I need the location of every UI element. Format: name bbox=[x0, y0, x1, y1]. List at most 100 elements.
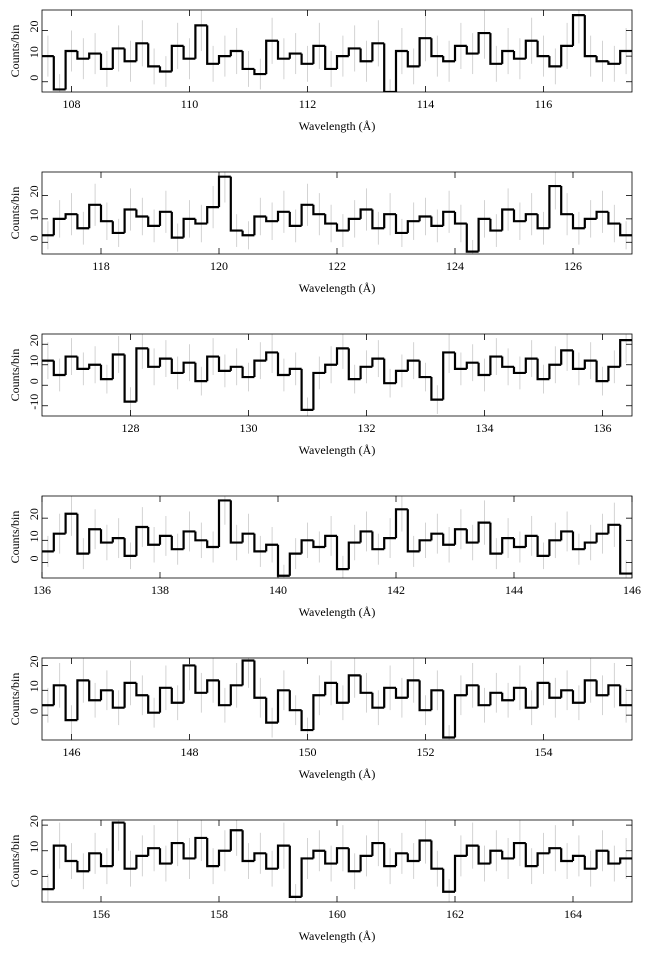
histogram-step bbox=[265, 697, 278, 724]
histogram-step bbox=[595, 532, 609, 543]
histogram-step bbox=[324, 363, 337, 373]
histogram-step bbox=[418, 215, 432, 222]
y-axis-label: Counts/bin bbox=[8, 25, 22, 78]
histogram-step bbox=[347, 47, 361, 57]
x-tick-label: 120 bbox=[210, 259, 228, 273]
y-tick-label: -10 bbox=[27, 394, 41, 410]
histogram-step bbox=[383, 686, 396, 708]
histogram-step bbox=[347, 541, 361, 570]
histogram-step bbox=[571, 854, 585, 861]
histogram-step bbox=[135, 347, 149, 402]
histogram-step bbox=[135, 525, 149, 556]
histogram-step bbox=[52, 217, 66, 236]
plot-frame bbox=[41, 9, 633, 93]
histogram-step bbox=[442, 351, 455, 400]
histogram-step bbox=[418, 360, 432, 379]
histogram-step bbox=[229, 49, 243, 57]
x-tick-label: 148 bbox=[181, 745, 199, 759]
histogram-step bbox=[347, 848, 361, 873]
histogram-step bbox=[312, 204, 326, 216]
histogram-step bbox=[99, 364, 113, 381]
histogram-step bbox=[312, 44, 326, 64]
histogram-step bbox=[619, 524, 632, 575]
histogram-step bbox=[135, 209, 149, 218]
x-axis-label: Wavelength (Å) bbox=[299, 443, 376, 457]
histogram-step bbox=[111, 221, 125, 235]
x-tick-label: 160 bbox=[328, 907, 346, 921]
y-axis-label: Counts/bin bbox=[8, 673, 22, 726]
histogram-step bbox=[359, 530, 373, 543]
histogram-step bbox=[571, 14, 585, 46]
histogram-step bbox=[335, 847, 349, 864]
x-tick-label: 126 bbox=[564, 259, 582, 273]
x-tick-label: 118 bbox=[92, 259, 110, 273]
histogram-step bbox=[512, 51, 526, 60]
histogram-step bbox=[453, 44, 467, 62]
histogram-step bbox=[359, 854, 373, 872]
x-tick-label: 110 bbox=[181, 97, 199, 111]
histogram-step bbox=[265, 39, 278, 75]
histogram-step bbox=[300, 203, 314, 226]
histogram-step bbox=[524, 687, 538, 709]
histogram-step bbox=[76, 679, 90, 721]
histogram-step bbox=[111, 690, 125, 709]
histogram-step bbox=[241, 230, 255, 237]
y-tick-label: 0 bbox=[27, 75, 41, 81]
histogram-step bbox=[64, 213, 78, 219]
histogram-step bbox=[194, 836, 208, 859]
y-tick-label: 20 bbox=[27, 21, 41, 33]
histogram-step bbox=[111, 47, 125, 69]
histogram-step bbox=[335, 55, 349, 69]
y-tick-label: 20 bbox=[27, 334, 41, 346]
histogram-step bbox=[371, 357, 385, 367]
histogram-step bbox=[453, 694, 467, 738]
histogram-step bbox=[158, 357, 172, 367]
y-tick-label: 10 bbox=[27, 530, 41, 542]
histogram-step bbox=[206, 206, 219, 224]
histogram-step bbox=[99, 529, 113, 544]
histogram-step bbox=[194, 218, 208, 225]
histogram-step bbox=[418, 680, 432, 712]
histogram-step bbox=[560, 530, 573, 541]
histogram-step bbox=[465, 45, 479, 55]
histogram-step bbox=[501, 208, 514, 231]
histogram-step bbox=[324, 214, 337, 225]
histogram-step bbox=[135, 854, 149, 869]
histogram-step bbox=[442, 56, 455, 63]
histogram-step bbox=[52, 360, 66, 377]
y-axis-label: Counts/bin bbox=[8, 511, 22, 564]
histogram-step bbox=[394, 508, 408, 539]
plot-frame bbox=[41, 333, 633, 417]
histogram-step bbox=[324, 534, 337, 547]
histogram-step bbox=[512, 366, 526, 375]
histogram-step bbox=[276, 352, 290, 377]
x-axis-label: Wavelength (Å) bbox=[299, 605, 376, 619]
histogram-step bbox=[347, 674, 361, 703]
histogram-step bbox=[430, 689, 444, 711]
histogram-step bbox=[229, 176, 243, 232]
histogram-step bbox=[229, 500, 243, 544]
histogram-step bbox=[501, 356, 514, 368]
histogram-step bbox=[182, 664, 196, 703]
histogram-step bbox=[253, 68, 267, 76]
histogram-step bbox=[88, 528, 101, 554]
y-tick-label: 10 bbox=[27, 46, 41, 58]
histogram-step bbox=[383, 843, 396, 868]
histogram-step bbox=[88, 680, 101, 702]
histogram-step bbox=[335, 682, 349, 704]
histogram-step bbox=[406, 51, 420, 68]
panel: 156 158 160 162 164 0 10 20 Wavelength (Å) Counts… bbox=[8, 815, 633, 943]
histogram-step bbox=[477, 685, 491, 707]
histogram-step bbox=[595, 680, 609, 697]
histogram-step bbox=[501, 537, 514, 554]
histogram-step bbox=[442, 690, 455, 739]
histogram-step bbox=[430, 840, 444, 870]
histogram-step bbox=[182, 45, 196, 60]
histogram-step bbox=[253, 359, 267, 378]
histogram-step bbox=[265, 351, 278, 361]
histogram-step bbox=[619, 857, 632, 864]
histogram-step bbox=[607, 365, 621, 382]
histogram-step bbox=[595, 360, 609, 383]
histogram-step bbox=[548, 363, 562, 380]
